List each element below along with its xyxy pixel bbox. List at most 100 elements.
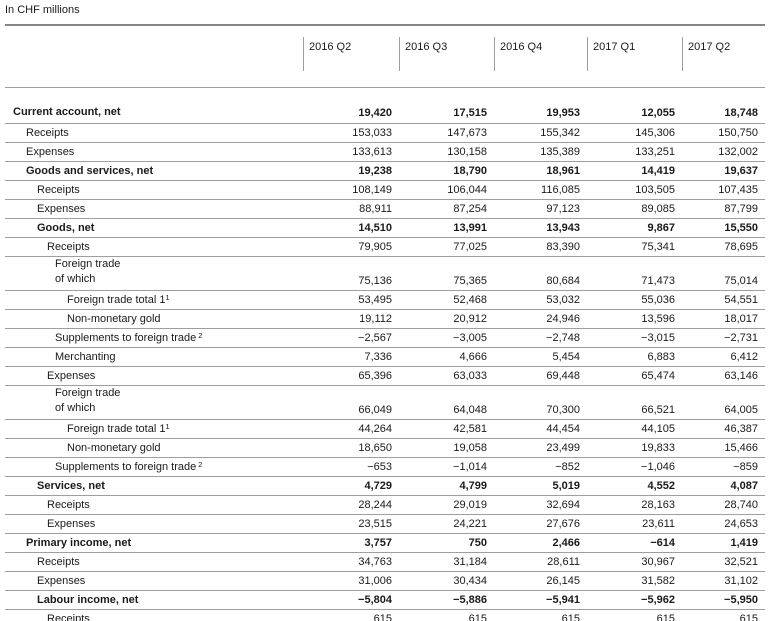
cell-value: 107,435 [682,180,765,200]
cell-value: 20,912 [399,309,494,329]
table-row: Services, net 4,729 4,799 5,019 4,552 4,087 [5,476,765,496]
cell-value: 55,036 [587,290,682,310]
row-label: Receipts [5,609,303,621]
table-row: Receipts 34,763 31,184 28,611 30,967 32,521 [5,552,765,572]
cell-value: 44,105 [587,419,682,439]
footnote-marker: 2 [198,459,203,469]
cell-value: 79,905 [303,237,399,257]
column-header: 2017 Q1 [587,26,682,88]
cell-value: 153,033 [303,123,399,143]
row-label: Receipts [5,237,303,257]
cell-value: 19,112 [303,309,399,329]
column-header: 2016 Q4 [494,26,587,88]
cell-value: 80,684 [494,256,587,291]
row-label: Foreign trade total 11 [5,290,303,310]
row-label: Receipts [5,552,303,572]
cell-value: 19,420 [303,87,399,124]
row-label: Supplements to foreign trade 2 [5,328,303,348]
footnote-marker: 1 [165,421,170,431]
cell-value: 5,454 [494,347,587,367]
table-row: Expenses 31,006 30,434 26,145 31,582 31,102 [5,571,765,591]
cell-value: 46,387 [682,419,765,439]
cell-value: −3,015 [587,328,682,348]
table-row: Goods, net 14,510 13,991 13,943 9,867 15,550 [5,218,765,238]
table-row: Non-monetary gold 19,112 20,912 24,946 13,59… [5,309,765,329]
cell-value: −2,748 [494,328,587,348]
table-row: Labour income, net −5,804 −5,886 −5,941 −5,9… [5,590,765,610]
table-row: Foreign trade of which 66,049 64,048 70,300 6… [5,385,765,420]
table-row: Expenses 88,911 87,254 97,123 89,085 87,799 [5,199,765,219]
cell-value: 2,466 [494,533,587,553]
cell-value: 66,521 [587,385,682,420]
cell-value: 106,044 [399,180,494,200]
row-label: Receipts [5,180,303,200]
row-label: Supplements to foreign trade 2 [5,457,303,477]
cell-value: 53,495 [303,290,399,310]
cell-value: 24,221 [399,514,494,534]
cell-value: 77,025 [399,237,494,257]
footnote-marker: 2 [198,330,203,340]
cell-value: 87,254 [399,199,494,219]
row-label: Merchanting [5,347,303,367]
cell-value: 89,085 [587,199,682,219]
table-row: Receipts 108,149 106,044 116,085 103,505 107,… [5,180,765,200]
row-label: Expenses [5,366,303,386]
cell-value: 64,048 [399,385,494,420]
cell-value: 9,867 [587,218,682,238]
cell-value: 19,833 [587,438,682,458]
table-row: Supplements to foreign trade 2 −653 −1,014−… [5,457,765,477]
cell-value: 13,943 [494,218,587,238]
cell-value: −3,005 [399,328,494,348]
cell-value: 6,883 [587,347,682,367]
table-row: Merchanting 7,336 4,666 5,454 6,883 6,412 [5,347,765,367]
cell-value: 44,264 [303,419,399,439]
cell-value: 42,581 [399,419,494,439]
row-label: Expenses [5,142,303,162]
cell-value: −5,886 [399,590,494,610]
cell-value: 12,055 [587,87,682,124]
cell-value: 18,790 [399,161,494,181]
cell-value: 32,694 [494,495,587,515]
table-row: Receipts 28,244 29,019 32,694 28,163 28,740 [5,495,765,515]
row-label: Services, net [5,476,303,496]
cell-value: 65,396 [303,366,399,386]
cell-value: 615 [303,609,399,621]
cell-value: 63,146 [682,366,765,386]
cell-value: 135,389 [494,142,587,162]
cell-value: 23,515 [303,514,399,534]
cell-value: 65,474 [587,366,682,386]
cell-value: 150,750 [682,123,765,143]
cell-value: 15,466 [682,438,765,458]
cell-value: 130,158 [399,142,494,162]
cell-value: 44,454 [494,419,587,439]
header-row: 2016 Q2 2016 Q3 2016 Q4 2017 Q1 2017 Q2 [5,26,765,88]
cell-value: 13,596 [587,309,682,329]
cell-value: 6,412 [682,347,765,367]
cell-value: 19,953 [494,87,587,124]
cell-value: 83,390 [494,237,587,257]
cell-value: 4,799 [399,476,494,496]
cell-value: 23,611 [587,514,682,534]
cell-value: 78,695 [682,237,765,257]
cell-value: 28,740 [682,495,765,515]
cell-value: 24,653 [682,514,765,534]
table-row: Receipts 615 615 615 615 615 [5,609,765,621]
cell-value: 23,499 [494,438,587,458]
cell-value: 31,184 [399,552,494,572]
table-row: Expenses 23,515 24,221 27,676 23,611 24,653 [5,514,765,534]
row-label: Goods, net [5,218,303,238]
cell-value: 28,163 [587,495,682,515]
balance-of-payments-table: 2016 Q2 2016 Q3 2016 Q4 2017 Q1 2017 Q2 Curr… [5,26,765,621]
cell-value: −5,962 [587,590,682,610]
table-row: Non-monetary gold 18,650 19,058 23,499 19,83… [5,438,765,458]
row-label: Primary income, net [5,533,303,553]
row-label: Expenses [5,514,303,534]
top-rule [5,24,765,26]
cell-value: 88,911 [303,199,399,219]
cell-value: 1,419 [682,533,765,553]
cell-value: 147,673 [399,123,494,143]
cell-value: −852 [494,457,587,477]
cell-value: 132,002 [682,142,765,162]
cell-value: 116,085 [494,180,587,200]
table-row: Receipts 153,033 147,673 155,342 145,306 150,… [5,123,765,143]
